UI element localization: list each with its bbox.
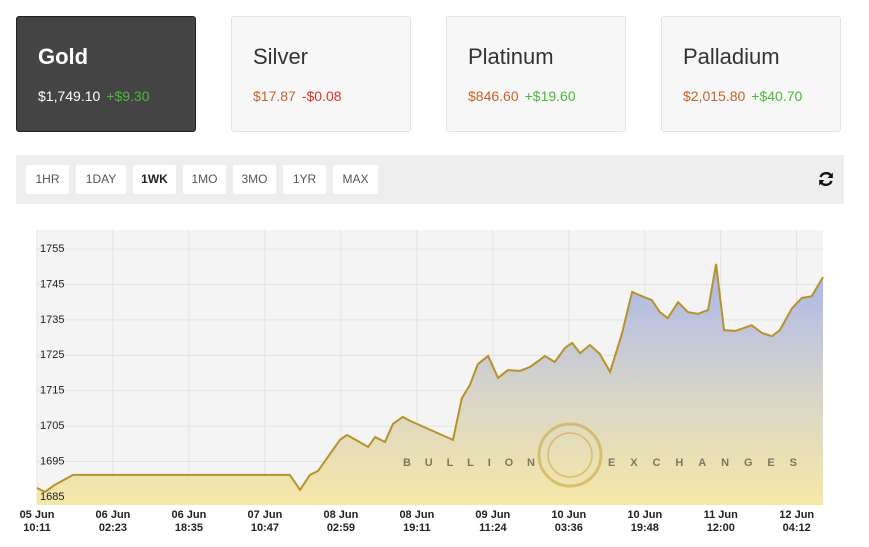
toolbar: 1HR 1DAY 1WK 1MO 3MO 1YR MAX	[16, 155, 844, 204]
y-tick-label: 1735	[40, 314, 64, 326]
x-tick-label: 06 Jun 18:35	[172, 509, 207, 534]
price-row: $2,015.80 +$40.70	[683, 88, 802, 104]
price-row: $17.87 -$0.08	[253, 88, 342, 104]
metal-name: Palladium	[683, 44, 780, 69]
metal-card[interactable]: Silver $17.87 -$0.08	[231, 16, 411, 132]
range-tab[interactable]: 1MO	[183, 165, 226, 194]
x-tick-label: 12 Jun 04:12	[779, 509, 814, 534]
x-tick-label: 09 Jun 11:24	[475, 509, 510, 534]
y-tick-label: 1715	[40, 385, 64, 397]
price-change: +$9.30	[106, 88, 150, 104]
metal-price: $846.60	[468, 88, 519, 104]
y-tick-label: 1705	[40, 420, 64, 432]
range-tab[interactable]: 1DAY	[76, 165, 126, 194]
x-tick-label: 07 Jun 10:47	[247, 509, 282, 534]
metal-card[interactable]: Gold $1,749.10 +$9.30	[16, 16, 196, 132]
x-tick-label: 05 Jun 10:11	[20, 509, 55, 534]
metal-price: $2,015.80	[683, 88, 746, 104]
range-tab[interactable]: 3MO	[233, 165, 276, 194]
y-tick-label: 1695	[40, 455, 64, 467]
price-change: +$19.60	[524, 88, 576, 104]
price-change: -$0.08	[301, 88, 342, 104]
range-tab[interactable]: 1WK	[133, 165, 176, 194]
range-tab[interactable]: 1HR	[26, 165, 69, 194]
x-tick-label: 08 Jun 02:59	[323, 509, 358, 534]
range-tab[interactable]: MAX	[333, 165, 378, 194]
x-tick-label: 10 Jun 19:48	[627, 509, 662, 534]
area-fill	[37, 263, 823, 505]
price-line	[36, 263, 824, 494]
metal-price: $1,749.10	[38, 88, 101, 104]
x-tick-label: 06 Jun 02:23	[96, 509, 131, 534]
metal-name: Silver	[253, 44, 309, 69]
y-tick-label: 1755	[40, 243, 64, 255]
y-tick-label: 1685	[40, 491, 64, 503]
x-tick-label: 08 Jun 19:11	[399, 509, 434, 534]
x-tick-label: 11 Jun 12:00	[704, 509, 739, 534]
range-tab[interactable]: 1YR	[283, 165, 326, 194]
metal-name: Platinum	[468, 44, 554, 69]
price-row: $1,749.10 +$9.30	[38, 88, 150, 104]
price-row: $846.60 +$19.60	[468, 88, 576, 104]
x-tick-label: 10 Jun 03:36	[551, 509, 586, 534]
metal-price: $17.87	[253, 88, 296, 104]
price-change: +$40.70	[751, 88, 803, 104]
y-tick-label: 1725	[40, 349, 64, 361]
y-tick-label: 1745	[40, 278, 64, 290]
watermark-logo	[537, 422, 603, 488]
metal-name: Gold	[38, 44, 89, 69]
watermark-logo-inner	[547, 432, 593, 478]
metal-card[interactable]: Palladium $2,015.80 +$40.70	[661, 16, 841, 132]
metal-card[interactable]: Platinum $846.60 +$19.60	[446, 16, 626, 132]
refresh-icon[interactable]	[816, 169, 836, 189]
watermark-text: EXCHANGES	[608, 457, 797, 469]
